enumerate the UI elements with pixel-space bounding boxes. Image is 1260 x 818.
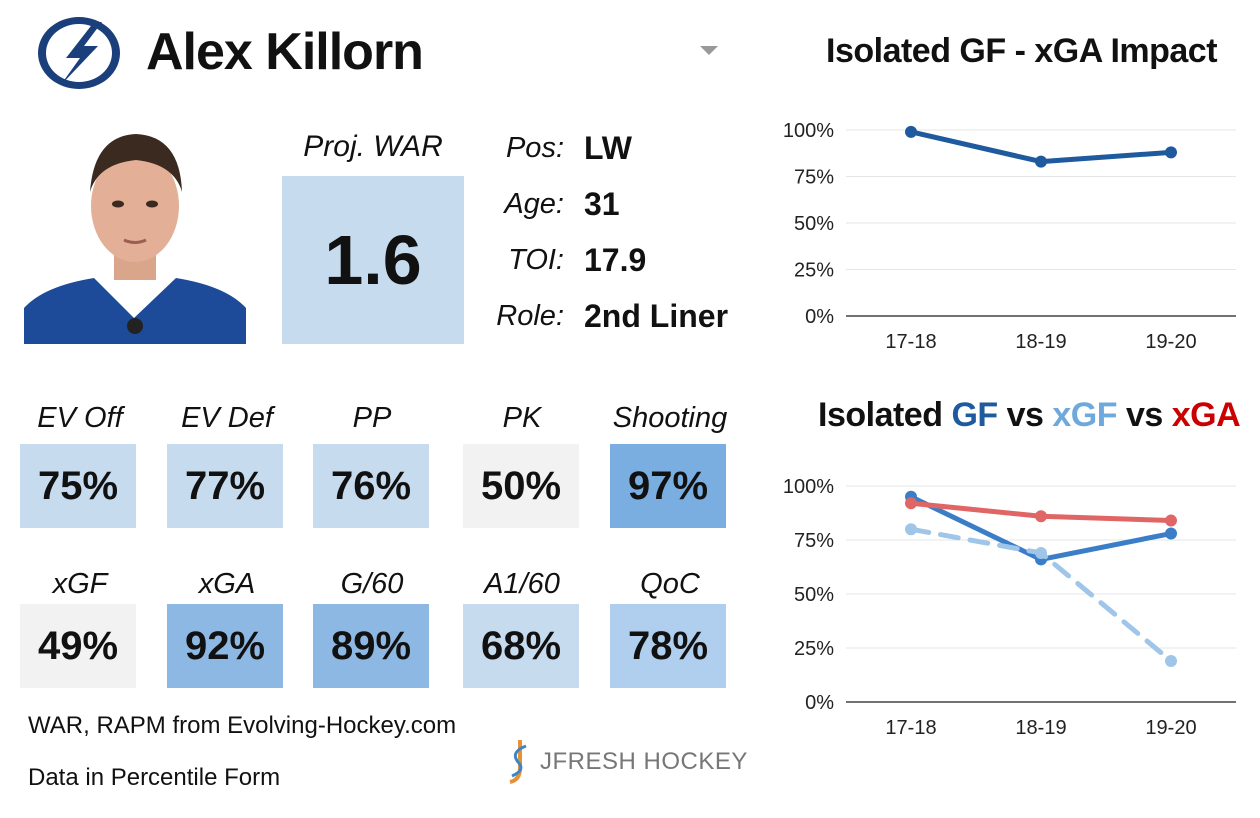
metric-box-qoc: 78% <box>610 604 726 688</box>
player-photo <box>24 118 246 344</box>
chart1-xtick-label: 19-20 <box>1145 331 1196 353</box>
bio-value-pos: LW <box>584 130 632 166</box>
brand-logo: JFRESH HOCKEY <box>506 738 748 786</box>
data-form-note: Data in Percentile Form <box>28 764 281 791</box>
chart1-plot: 0% 25% 50% 75% 100% 17-18 18-19 19-20 <box>783 120 1236 353</box>
metric-label-pk: PK <box>502 402 542 434</box>
chart2-xtick-label: 17-18 <box>885 717 936 739</box>
chart2-data-point-xgf <box>905 523 917 536</box>
chart2-title-part-0: Isolated <box>818 396 952 434</box>
metric-label-xga: xGA <box>198 568 256 600</box>
chart1-xtick-label: 18-19 <box>1015 331 1066 353</box>
chart1-ytick-label: 25% <box>794 260 834 282</box>
chart1-data-point-0 <box>1165 146 1177 159</box>
chart2-data-point-xga <box>1035 510 1047 523</box>
metric-value-qoc: 78% <box>627 623 709 668</box>
metric-box-ev-def: 77% <box>167 444 283 528</box>
chart1-data-point-0 <box>1035 155 1047 168</box>
metric-value-pp: 76% <box>330 463 412 508</box>
metric-value-ev-off: 75% <box>37 463 119 508</box>
chart2-title-part-gf: GF <box>951 396 998 434</box>
chart2-data-point-xga <box>1165 514 1177 527</box>
chart1-ytick-label: 75% <box>794 167 834 189</box>
chart2-data-point-gf <box>1165 527 1177 540</box>
bio-value-toi: 17.9 <box>584 242 647 278</box>
metric-label-pp: PP <box>352 402 392 434</box>
metric-label-qoc: QoC <box>640 568 700 600</box>
bio-value-age: 31 <box>584 186 620 222</box>
metric-value-g60: 89% <box>330 623 412 668</box>
chart1-xtick-label: 17-18 <box>885 331 936 353</box>
chart1-ytick-label: 50% <box>794 213 834 235</box>
player-name: Alex Killorn <box>146 23 424 81</box>
chart2-title-part-2: vs <box>997 396 1053 434</box>
chart2-title-part-xgf: xGF <box>1052 396 1117 434</box>
chart1-title: Isolated GF - xGA Impact <box>826 32 1218 70</box>
bio-value-role: 2nd Liner <box>584 298 729 334</box>
metric-label-ev-def: EV Def <box>181 402 273 434</box>
metric-box-a160: 68% <box>463 604 579 688</box>
chart2-xtick-label: 19-20 <box>1145 717 1196 739</box>
metric-value-shooting: 97% <box>627 463 709 508</box>
chart2-title-part-4: vs <box>1117 396 1172 434</box>
lightning-bolt-logo-icon <box>36 14 122 92</box>
metric-value-xga: 92% <box>184 623 266 668</box>
bio-label-toi: TOI: <box>508 244 564 276</box>
brand-name: JFRESH HOCKEY <box>540 748 748 775</box>
metric-box-ev-off: 75% <box>20 444 136 528</box>
war-label: Proj. WAR <box>303 130 443 163</box>
source-note: WAR, RAPM from Evolving-Hockey.com <box>28 712 457 739</box>
chart2-title-part-xga: xGA <box>1171 396 1241 434</box>
metric-box-shooting: 97% <box>610 444 726 528</box>
metric-box-pk: 50% <box>463 444 579 528</box>
metric-box-xga: 92% <box>167 604 283 688</box>
chart2-data-point-xgf <box>1165 654 1177 667</box>
chart2-data-point-xga <box>905 497 917 510</box>
bio-label-pos: Pos: <box>505 132 564 164</box>
chart2-ytick-label: 25% <box>794 638 834 660</box>
war-value-box: 1.6 <box>282 176 464 344</box>
chart2-data-point-xgf <box>1035 546 1047 559</box>
metric-value-a160: 68% <box>480 623 562 668</box>
chart2-ytick-label: 0% <box>805 692 834 714</box>
metric-box-pp: 76% <box>313 444 429 528</box>
metric-label-g60: G/60 <box>340 568 404 600</box>
chart1-ytick-label: 0% <box>805 306 834 328</box>
metric-label-a160: A1/60 <box>484 568 560 600</box>
metric-box-xgf: 49% <box>20 604 136 688</box>
bio-label-role: Role: <box>496 300 564 332</box>
war-value: 1.6 <box>324 221 422 299</box>
metric-value-pk: 50% <box>480 463 562 508</box>
metric-label-xgf: xGF <box>52 568 108 600</box>
chart2-title: Isolated GF vs xGF vs xGA <box>818 396 1241 435</box>
chart1-ytick-label: 100% <box>783 120 834 142</box>
metric-label-shooting: Shooting <box>612 402 728 434</box>
metric-label-ev-off: EV Off <box>37 402 123 434</box>
chart2-ytick-label: 50% <box>794 584 834 606</box>
metric-value-ev-def: 77% <box>184 463 266 508</box>
chart2-ytick-label: 100% <box>783 476 834 498</box>
metric-box-g60: 89% <box>313 604 429 688</box>
metric-value-xgf: 49% <box>37 623 119 668</box>
chart2-plot: 0% 25% 50% 75% 100% 17-18 18-19 19-20 <box>783 476 1236 739</box>
chart2-ytick-label: 75% <box>794 530 834 552</box>
bio-label-age: Age: <box>504 188 564 220</box>
jfresh-logo-icon <box>509 740 527 784</box>
chevron-down-icon[interactable] <box>700 46 718 55</box>
chart2-xtick-label: 18-19 <box>1015 717 1066 739</box>
chart1-data-point-0 <box>905 125 917 138</box>
